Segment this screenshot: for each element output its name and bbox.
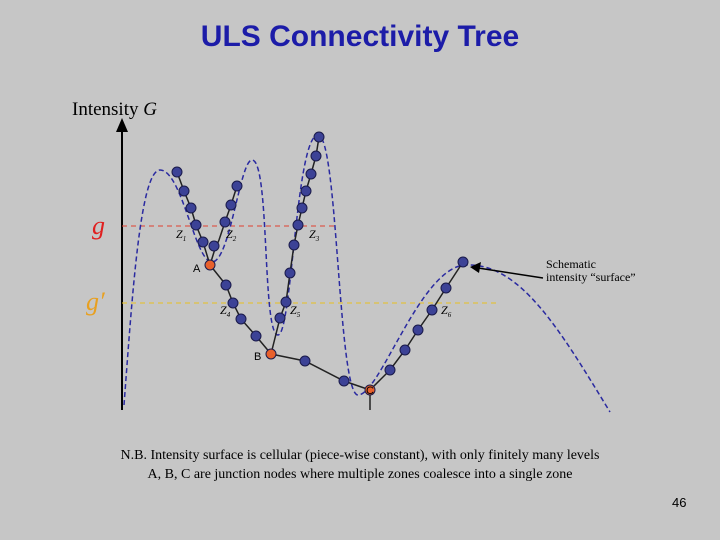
node bbox=[284, 267, 296, 279]
zone-sub: 4 bbox=[227, 311, 231, 319]
node bbox=[227, 297, 239, 309]
node bbox=[197, 236, 209, 248]
zone-label: Z3 bbox=[309, 227, 320, 243]
node bbox=[412, 324, 424, 336]
annotation: Schematic intensity “surface” bbox=[546, 257, 636, 284]
node bbox=[288, 239, 300, 251]
node bbox=[300, 185, 312, 197]
node bbox=[299, 355, 311, 367]
node bbox=[185, 202, 197, 214]
zone-letter: Z bbox=[441, 303, 448, 317]
junction-node bbox=[204, 259, 216, 271]
annotation-line: Schematic bbox=[546, 257, 596, 271]
node-label: C bbox=[366, 385, 374, 397]
node bbox=[178, 185, 190, 197]
zone-letter: Z bbox=[220, 303, 227, 317]
zone-sub: 1 bbox=[183, 235, 187, 243]
note: A, B, C are junction nodes where multipl… bbox=[148, 467, 573, 482]
axis-arrow bbox=[116, 118, 128, 132]
junction-node bbox=[265, 348, 277, 360]
zone-label: Z6 bbox=[441, 303, 452, 319]
page-number: 46 bbox=[672, 495, 686, 510]
zone-sub: 6 bbox=[448, 311, 452, 319]
node bbox=[296, 202, 308, 214]
node bbox=[457, 256, 469, 268]
node bbox=[292, 219, 304, 231]
tree-nodes bbox=[171, 131, 469, 396]
annotation-line: intensity “surface” bbox=[546, 270, 636, 284]
node bbox=[220, 279, 232, 291]
node bbox=[235, 313, 247, 325]
zone-sub: 2 bbox=[233, 235, 237, 243]
axis-label-text: Intensity bbox=[72, 99, 139, 120]
node bbox=[231, 180, 243, 192]
node bbox=[280, 296, 292, 308]
level-label: g′ bbox=[86, 287, 105, 316]
note: N.B. Intensity surface is cellular (piec… bbox=[121, 448, 600, 463]
node bbox=[399, 344, 411, 356]
axis-label: Intensity G bbox=[72, 99, 157, 120]
slide-title: ULS Connectivity Tree bbox=[201, 20, 519, 53]
node bbox=[250, 330, 262, 342]
zone-letter: Z bbox=[290, 303, 297, 317]
node bbox=[190, 219, 202, 231]
node bbox=[274, 312, 286, 324]
node bbox=[426, 304, 438, 316]
zone-letter: Z bbox=[309, 227, 316, 241]
zone-labels: Z1 Z2 Z3 Z4 Z5 Z6 bbox=[176, 227, 452, 319]
node bbox=[313, 131, 325, 143]
node bbox=[384, 364, 396, 376]
node bbox=[171, 166, 183, 178]
zone-label: Z4 bbox=[220, 303, 231, 319]
tree-edge bbox=[270, 353, 371, 391]
node bbox=[219, 216, 231, 228]
level-label: g bbox=[92, 211, 105, 240]
zone-letter: Z bbox=[176, 227, 183, 241]
node-label: B bbox=[254, 351, 261, 363]
zone-label: Z1 bbox=[176, 227, 186, 243]
junction-node bbox=[364, 384, 376, 396]
node bbox=[225, 199, 237, 211]
node bbox=[208, 240, 220, 252]
node bbox=[440, 282, 452, 294]
annotation-arrow bbox=[477, 267, 544, 279]
zone-letter: Z bbox=[226, 227, 233, 241]
annotation-arrowhead bbox=[470, 262, 481, 273]
node bbox=[305, 168, 317, 180]
zone-sub: 5 bbox=[297, 311, 301, 319]
node bbox=[310, 150, 322, 162]
node-label: A bbox=[193, 263, 201, 275]
node bbox=[338, 375, 350, 387]
zone-sub: 3 bbox=[315, 235, 320, 243]
axis-label-symbol: G bbox=[143, 99, 157, 120]
zone-label: Z2 bbox=[226, 227, 237, 243]
zone-label: Z5 bbox=[290, 303, 301, 319]
